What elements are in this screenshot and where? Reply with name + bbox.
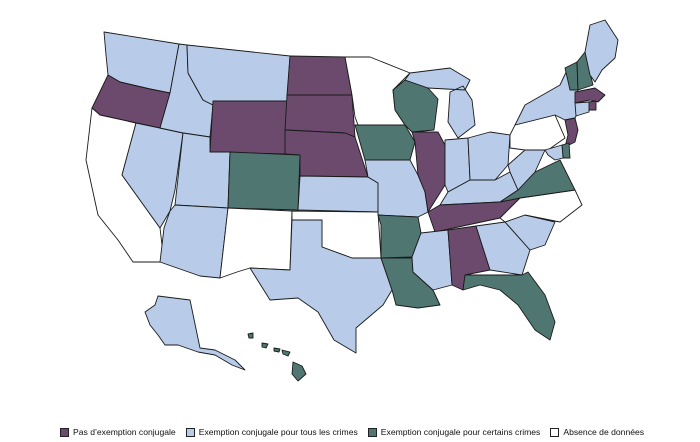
legend-swatch — [185, 427, 195, 437]
state-iowa — [354, 124, 416, 161]
state-maryland — [544, 144, 564, 161]
state-colorado — [227, 151, 301, 211]
legend-item-exemption-all-crimes: Exemption conjugale pour tous les crimes — [185, 427, 358, 437]
state-new-jersey — [564, 117, 579, 148]
legend-swatch — [550, 427, 560, 437]
state-ohio — [467, 131, 511, 181]
state-alaska — [144, 295, 246, 371]
legend-item-exemption-some-crimes: Exemption conjugale pour certains crimes — [367, 427, 541, 437]
legend-label: Pas d’exemption conjugale — [73, 427, 176, 437]
state-new-mexico — [219, 207, 293, 279]
state-new-hampshire — [576, 51, 594, 91]
legend-label: Exemption conjugale pour tous les crimes — [198, 427, 358, 437]
map-legend: Pas d’exemption conjugale Exemption conj… — [60, 424, 644, 440]
legend-label: Exemption conjugale pour certains crimes — [380, 427, 541, 437]
state-maine — [584, 19, 619, 83]
legend-item-no-exemption: Pas d’exemption conjugale — [60, 427, 176, 437]
state-wyoming — [209, 100, 288, 155]
legend-swatch — [60, 427, 69, 437]
legend-swatch — [367, 427, 377, 437]
state-florida — [462, 271, 556, 341]
state-missouri — [364, 159, 429, 218]
state-massachusetts — [574, 87, 606, 104]
state-hawaii — [247, 332, 307, 382]
state-arizona — [159, 204, 229, 279]
state-connecticut — [574, 101, 590, 117]
state-texas — [249, 219, 393, 354]
legend-label: Absence de données — [563, 427, 645, 437]
state-montana — [186, 44, 291, 106]
state-north-dakota — [286, 55, 353, 96]
legend-item-no-data: Absence de données — [550, 427, 644, 437]
state-michigan — [404, 67, 476, 139]
state-kansas — [297, 175, 379, 213]
